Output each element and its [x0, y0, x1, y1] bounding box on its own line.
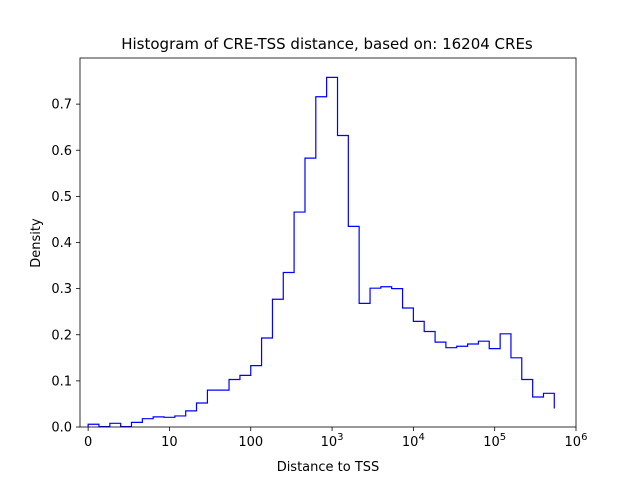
- x-tick-label: 10: [161, 435, 178, 450]
- y-tick-label: 0.7: [51, 98, 72, 113]
- y-tick-label: 0.0: [51, 421, 72, 436]
- y-tick-label: 0.5: [51, 190, 72, 205]
- chart-title: Histogram of CRE-TSS distance, based on:…: [121, 35, 533, 53]
- x-tick-label: 100: [238, 435, 263, 450]
- histogram-series-0: [87, 76, 555, 428]
- plot-frame: [79, 57, 577, 428]
- x-tick-label: 0: [84, 435, 92, 450]
- x-tick-label: 106: [565, 432, 588, 450]
- y-tick-label: 0.3: [51, 282, 72, 297]
- y-tick-label: 0.2: [51, 328, 72, 343]
- x-tick-label: 105: [483, 432, 506, 450]
- plot-area-background: [80, 58, 576, 427]
- histogram-layer: [87, 76, 555, 428]
- y-tick-label: 0.4: [51, 236, 72, 251]
- tick-layer: 0 10 100 103 104 105 106 0.0 0.1 0.2 0.3 0.4 0.5 0.6 0…: [51, 98, 587, 450]
- y-tick-label: 0.1: [51, 374, 72, 389]
- y-tick-label: 0.6: [51, 144, 72, 159]
- y-axis-label: Density: [29, 218, 44, 268]
- x-axis-label: Distance to TSS: [277, 460, 380, 475]
- x-tick-label: 103: [321, 432, 344, 450]
- x-tick-label: 104: [402, 432, 425, 450]
